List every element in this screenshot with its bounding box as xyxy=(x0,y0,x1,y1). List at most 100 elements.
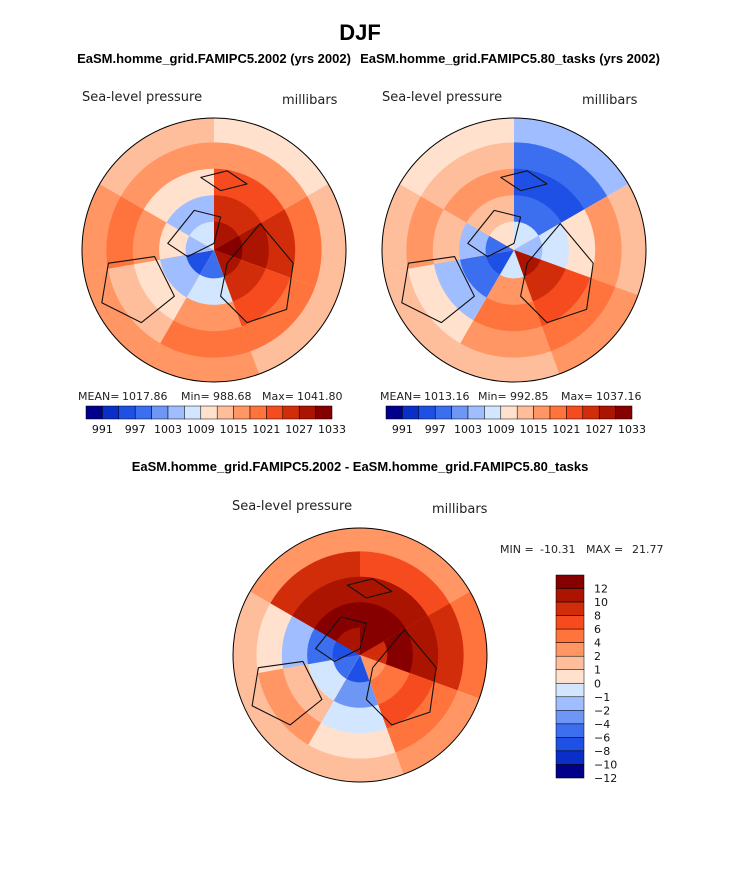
panel-2-colorbar-swatch-4 xyxy=(451,405,469,420)
panel-1-coastline-0 xyxy=(167,209,222,258)
panel-2-cell-s4-b4 xyxy=(486,250,514,275)
panel-1-max-value: 1041.80 xyxy=(297,390,343,403)
panel-1-title: EaSM.homme_grid.FAMIPC5.2002 (yrs 2002) xyxy=(77,51,351,66)
panel-2-mean-label: MEAN= xyxy=(380,390,421,403)
panel-diff-colorbar-swatch-8 xyxy=(555,683,585,698)
panel-diff-min-label: MIN = xyxy=(500,543,534,556)
panel-1-variable-label: Sea-level pressure xyxy=(82,90,202,105)
panel-1-colorbar-swatch-10 xyxy=(249,405,267,420)
panel-2-max-value: 1037.16 xyxy=(596,390,642,403)
panel-diff-colorbar-tick-6: 1 xyxy=(594,664,601,677)
panel-1-colorbar-swatch-2 xyxy=(118,405,136,420)
panel-diff-min-value: -10.31 xyxy=(540,543,575,556)
panel-diff-colorbar-swatch-11 xyxy=(555,723,585,738)
panel-diff-colorbar-swatch-4 xyxy=(555,628,585,643)
panel-2-colorbar-swatch-3 xyxy=(434,405,452,420)
panel-1-colorbar-tick-3: 1009 xyxy=(187,423,215,436)
panel-1-colorbar-swatch-1 xyxy=(102,405,120,420)
panel-1-stats: MEAN= 1017.86 Min= 988.68 Max= 1041.80 xyxy=(78,390,343,403)
panel-diff-colorbar-tick-9: −2 xyxy=(594,704,610,717)
panel-diff-colorbar-swatch-2 xyxy=(555,601,585,616)
panel-2-cell-s3-b4 xyxy=(499,250,524,279)
panel-diff-map-border xyxy=(232,527,488,783)
panel-2-units-label: millibars xyxy=(582,93,638,108)
panel-diff-colorbar-tick-11: −6 xyxy=(594,731,610,744)
panel-2-colorbar: 991 997 1003 1009 1015 1021 1027 1033 xyxy=(385,405,646,436)
panel-diff-colorbar-tick-0: 12 xyxy=(594,583,608,596)
panel-2-colorbar-tick-6: 1027 xyxy=(585,423,613,436)
panel-2-title: EaSM.homme_grid.FAMIPC5.80_tasks (yrs 20… xyxy=(360,51,660,66)
panel-1-colorbar-swatch-6 xyxy=(184,405,202,420)
panel-diff-variable-label: Sea-level pressure xyxy=(232,499,352,514)
panel-1-colorbar-swatch-9 xyxy=(233,405,251,420)
panel-2-cell-s0-b4 xyxy=(514,221,539,250)
panel-diff-cell-s4-b4 xyxy=(333,655,360,679)
figure-title: DJF xyxy=(339,20,381,45)
panel-1-colorbar-swatch-14 xyxy=(315,405,333,420)
panel-1-colorbar-tick-7: 1033 xyxy=(318,423,346,436)
panel-2-colorbar-tick-5: 1021 xyxy=(552,423,580,436)
panel-2-variable-label: Sea-level pressure xyxy=(382,90,502,105)
panel-2-coastline-1 xyxy=(520,223,594,324)
panel-diff-colorbar-tick-10: −4 xyxy=(594,718,610,731)
panel-2-colorbar-swatch-14 xyxy=(615,405,633,420)
panel-2-colorbar-swatch-9 xyxy=(533,405,551,420)
panel-diff-colorbar-swatch-12 xyxy=(555,737,585,752)
panel-diff-cell-s5-b4 xyxy=(332,641,360,660)
panel-1-colorbar-tick-6: 1027 xyxy=(285,423,313,436)
panel-2-map xyxy=(382,118,646,382)
panel-diff-colorbar-swatch-7 xyxy=(555,669,585,684)
panel-diff-stats: MIN = -10.31 MAX = 21.77 xyxy=(500,543,664,556)
panel-2-coastline-0 xyxy=(467,209,522,258)
panel-1-cell-s6-b4 xyxy=(189,221,214,250)
panel-1-colorbar-tick-0: 991 xyxy=(92,423,113,436)
panel-1-mean-value: 1017.86 xyxy=(122,390,168,403)
panel-diff-title: EaSM.homme_grid.FAMIPC5.2002 - EaSM.homm… xyxy=(132,459,589,474)
panel-2-colorbar-swatch-12 xyxy=(582,405,600,420)
panel-1-mean-label: MEAN= xyxy=(78,390,119,403)
panel-2-max-label: Max= xyxy=(561,390,593,403)
panel-1-min-value: 988.68 xyxy=(213,390,252,403)
panel-2-colorbar-tick-4: 1015 xyxy=(520,423,548,436)
panel-2-map-border xyxy=(381,117,647,383)
panel-diff-cell-s6-b4 xyxy=(336,627,360,655)
panel-2-colorbar-tick-7: 1033 xyxy=(618,423,646,436)
panel-2-colorbar-tick-3: 1009 xyxy=(487,423,515,436)
panel-2-coastline-3 xyxy=(500,170,548,192)
panel-2-colorbar-swatch-5 xyxy=(467,405,485,420)
panel-diff-colorbar-swatch-1 xyxy=(555,588,585,603)
panel-diff-cell-s0-b4 xyxy=(360,627,384,655)
panel-1-cell-s3-b4 xyxy=(199,250,224,279)
panel-diff-colorbar-tick-2: 8 xyxy=(594,610,601,623)
panel-diff-colorbar-tick-7: 0 xyxy=(594,677,601,690)
panel-diff-colorbar-swatch-9 xyxy=(555,696,585,711)
panel-diff-colorbar-swatch-0 xyxy=(555,574,585,589)
panel-1-cell-s5-b4 xyxy=(185,235,214,255)
panel-2-colorbar-swatch-8 xyxy=(516,405,534,420)
panel-diff-max-label: MAX = xyxy=(586,543,623,556)
panel-2-colorbar-tick-0: 991 xyxy=(392,423,413,436)
panel-diff-colorbar-swatch-6 xyxy=(555,655,585,670)
panel-diff-colorbar-tick-14: −12 xyxy=(594,772,617,785)
panel-diff-colorbar-tick-1: 10 xyxy=(594,596,608,609)
panel-1-min-label: Min= xyxy=(181,390,210,403)
panel-2-colorbar-swatch-0 xyxy=(385,405,403,420)
panel-2-colorbar-swatch-6 xyxy=(484,405,502,420)
panel-diff-max-value: 21.77 xyxy=(632,543,664,556)
panel-diff-coastline-3 xyxy=(346,578,393,599)
panel-1-colorbar-swatch-3 xyxy=(134,405,152,420)
panel-diff-colorbar-tick-13: −10 xyxy=(594,759,617,772)
panel-diff-colorbar-swatch-13 xyxy=(555,750,585,765)
panel-1-cell-s4-b4 xyxy=(186,250,214,275)
panel-1-colorbar-swatch-7 xyxy=(200,405,218,420)
panel-2-colorbar-tick-2: 1003 xyxy=(454,423,482,436)
panel-diff-coastline-0 xyxy=(315,616,367,662)
panel-2-cell-s6-b4 xyxy=(489,221,514,250)
panel-2-colorbar-swatch-1 xyxy=(402,405,420,420)
panel-1-colorbar-swatch-4 xyxy=(151,405,169,420)
panel-1-colorbar-swatch-0 xyxy=(85,405,103,420)
panel-diff-colorbar-tick-5: 2 xyxy=(594,650,601,663)
panel-2-colorbar-tick-1: 997 xyxy=(425,423,446,436)
panel-1-colorbar-tick-5: 1021 xyxy=(252,423,280,436)
